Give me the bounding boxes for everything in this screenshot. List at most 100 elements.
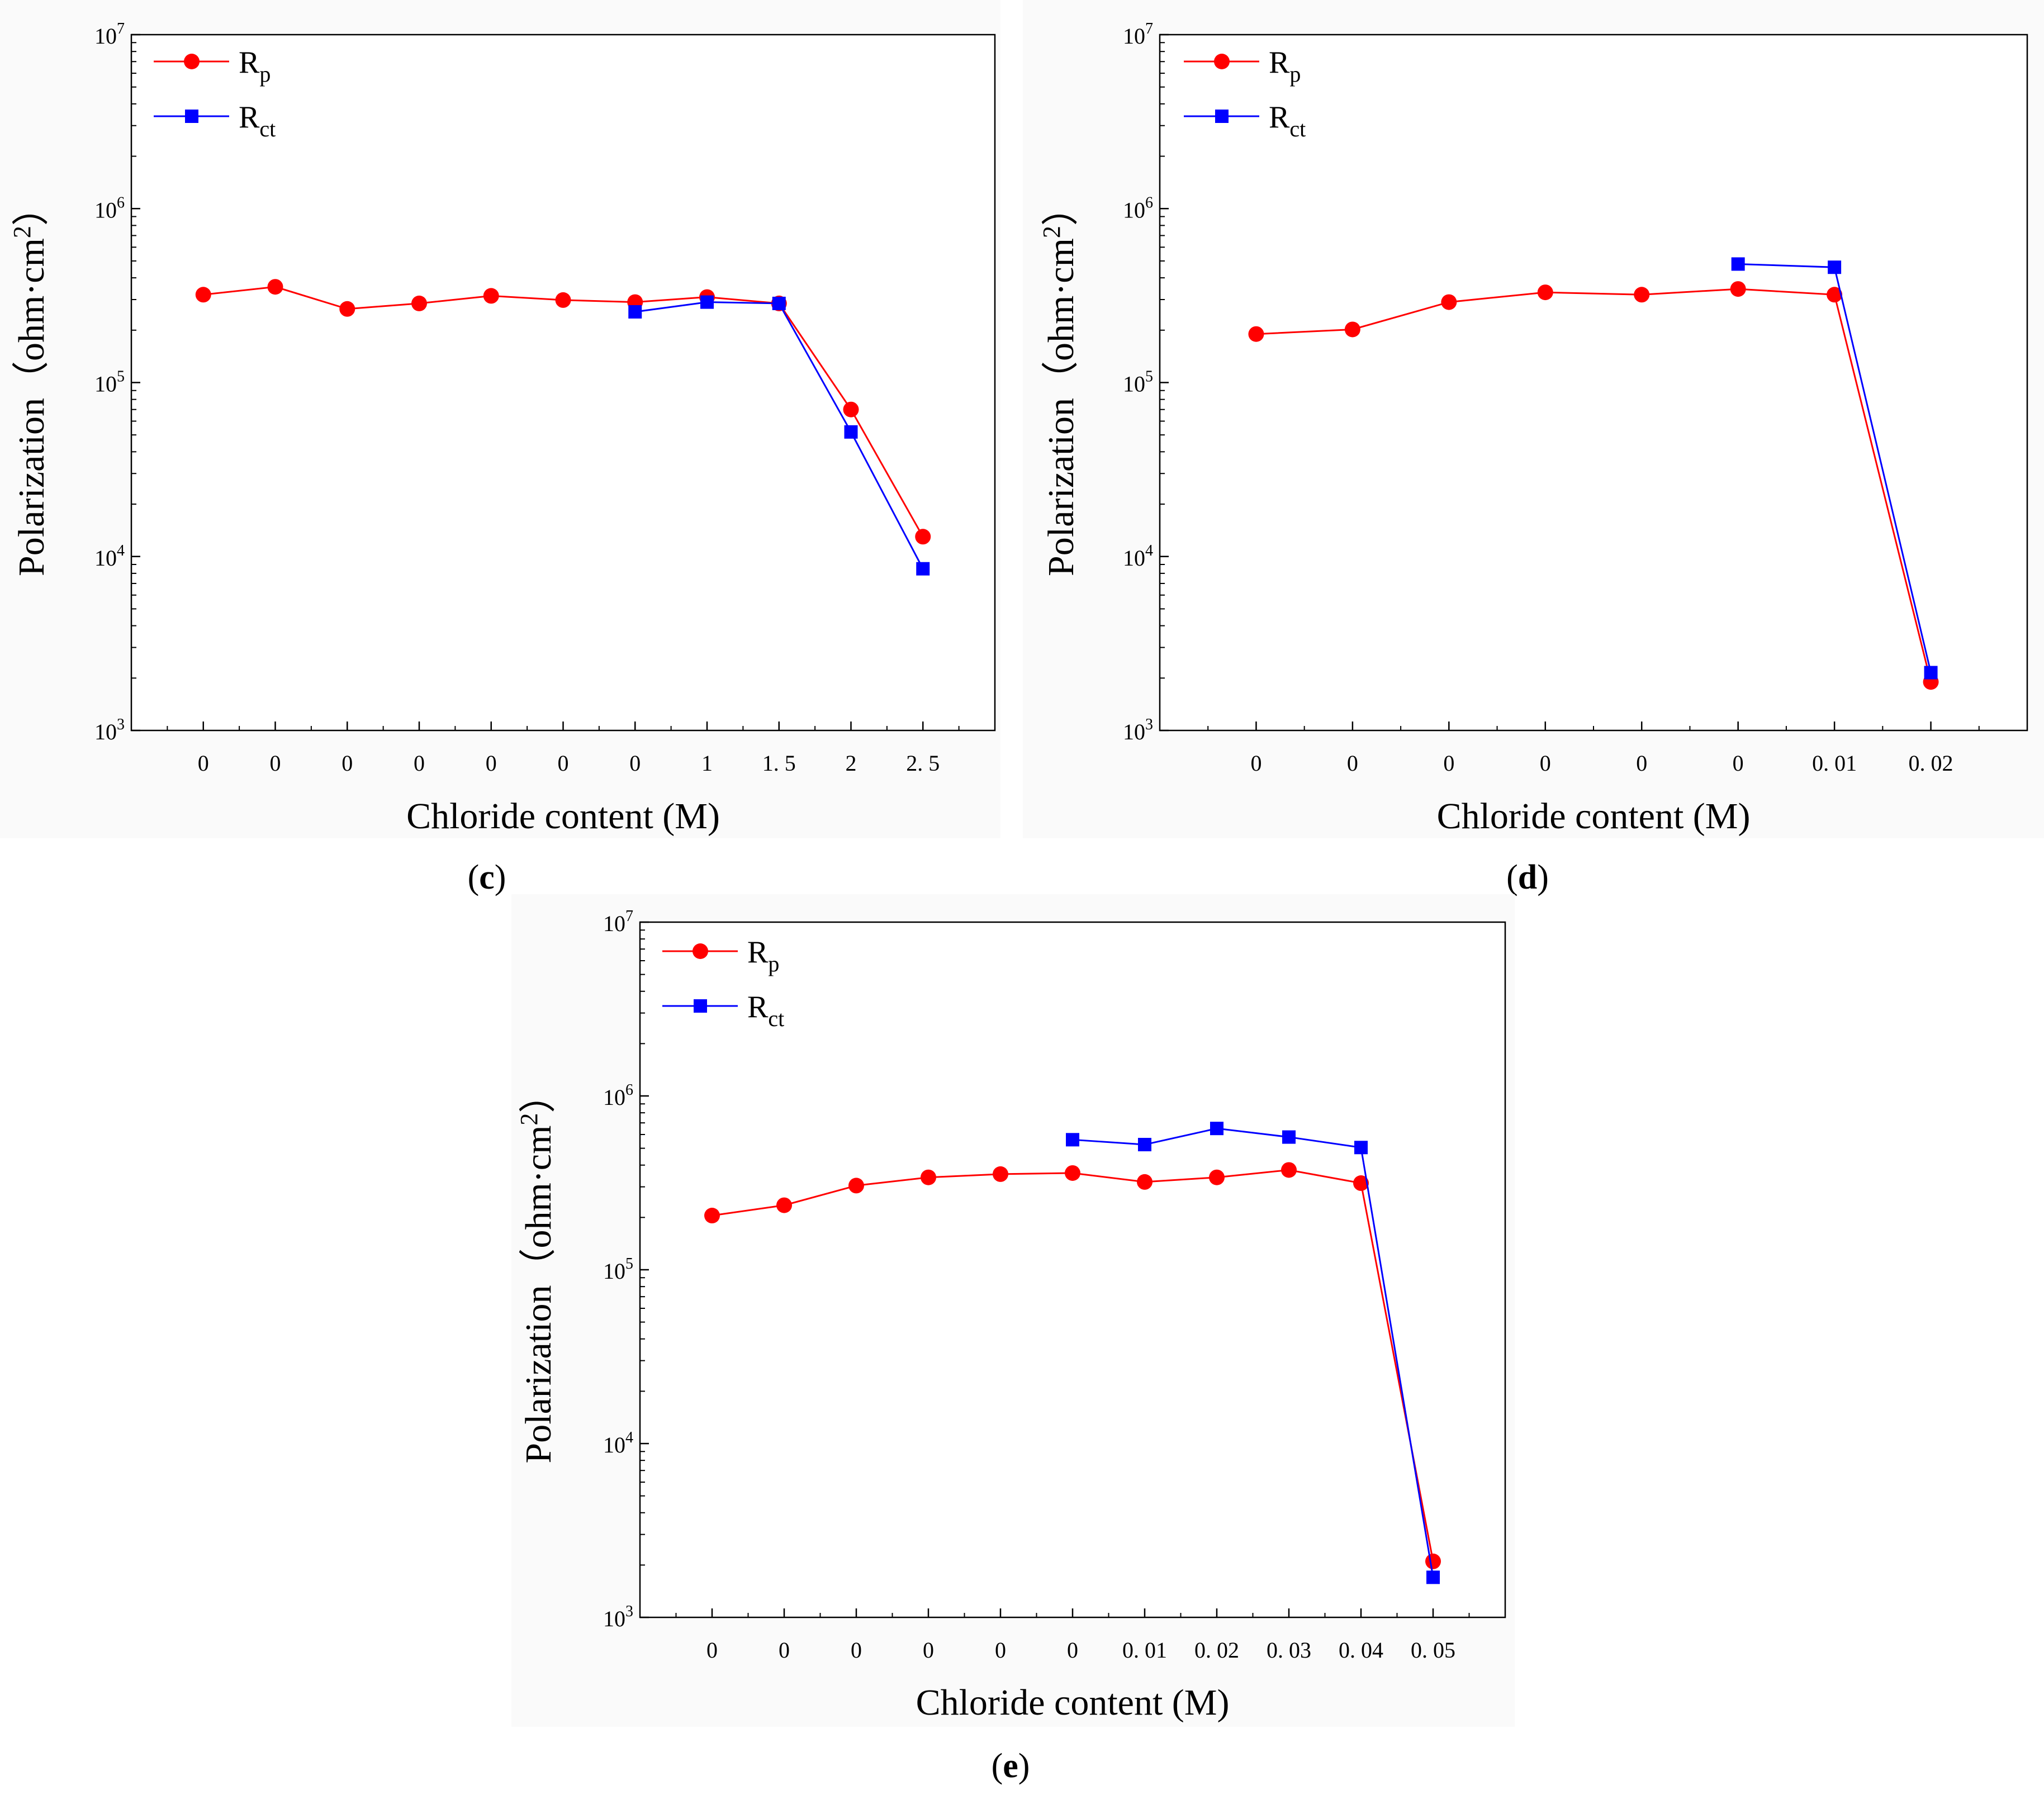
x-tick-label: 0 <box>558 751 569 776</box>
x-tick-label: 0 <box>270 751 281 776</box>
data-point-Rct <box>700 295 714 309</box>
data-point-Rp <box>1248 326 1264 342</box>
chart-panel-c: 103 104 105 106 107 0 0 0 0 0 0 0 1 1. 5 2 2. 5 Chloride… <box>0 0 1000 896</box>
x-tick-label: 0 <box>1540 751 1551 776</box>
x-tick-label: 0 <box>1733 751 1744 776</box>
y-tick-label: 107 <box>94 20 125 49</box>
data-point-Rct <box>628 305 642 319</box>
y-tick-label: 105 <box>1123 368 1153 397</box>
x-tick-label: 0 <box>486 751 497 776</box>
data-point-Rct <box>772 296 786 310</box>
x-tick-label: 0. 05 <box>1411 1637 1455 1663</box>
legend-label: Rp <box>747 935 779 976</box>
x-tick-label: 0 <box>851 1637 862 1663</box>
legend-marker <box>185 110 198 123</box>
x-tick-label: 0 <box>1347 751 1358 776</box>
data-point-Rp <box>704 1208 720 1224</box>
y-axis-title: Polarization（ohm·cm2） <box>515 1076 559 1464</box>
data-point-Rp <box>921 1169 936 1185</box>
data-point-Rp <box>1634 287 1650 303</box>
data-point-Rp <box>1425 1553 1441 1569</box>
data-point-Rct <box>1138 1138 1151 1152</box>
data-point-Rp <box>483 288 499 304</box>
y-tick-label: 104 <box>603 1429 633 1458</box>
y-tick-label: 107 <box>1123 20 1153 49</box>
legend-marker <box>694 999 707 1013</box>
data-point-Rct <box>1066 1133 1079 1147</box>
series-line-Rct <box>1072 1127 1434 1578</box>
x-tick-label: 0 <box>1067 1637 1078 1663</box>
x-tick-label: 0 <box>414 751 425 776</box>
series-line-Rp <box>1256 288 1932 682</box>
x-tick-label: 0 <box>198 751 209 776</box>
x-tick-label: 0 <box>1250 751 1262 776</box>
panel-label: (e) <box>992 1747 1030 1785</box>
x-axis-title: Chloride content (M) <box>916 1682 1230 1723</box>
data-point-Rct <box>1828 260 1842 274</box>
data-point-Rp <box>915 529 931 545</box>
legend-label: Rp <box>1269 45 1301 87</box>
x-tick-label: 0. 02 <box>1194 1637 1239 1663</box>
data-point-Rp <box>1537 284 1553 301</box>
legend-marker <box>693 943 708 959</box>
data-point-Rp <box>1344 321 1360 338</box>
y-tick-label: 106 <box>603 1081 633 1110</box>
data-point-Rct <box>1731 257 1745 271</box>
x-axis-title: Chloride content (M) <box>1437 796 1751 837</box>
x-tick-label: 0. 03 <box>1267 1637 1311 1663</box>
x-tick-label: 0. 04 <box>1339 1637 1383 1663</box>
data-point-Rp <box>1137 1174 1153 1190</box>
data-point-Rct <box>844 425 858 439</box>
legend-label: Rct <box>747 990 784 1031</box>
plot-frame <box>130 34 996 732</box>
legend-label: Rp <box>239 45 271 87</box>
y-tick-label: 104 <box>1123 542 1153 571</box>
data-point-Rp <box>993 1166 1008 1182</box>
x-tick-label: 0 <box>342 751 353 776</box>
x-tick-label: 0. 01 <box>1812 751 1857 776</box>
y-axis-title: Polarization（ohm·cm2） <box>8 189 52 576</box>
x-tick-label: 0. 02 <box>1909 751 1953 776</box>
x-tick-label: 2 <box>846 751 857 776</box>
legend-label: Rct <box>239 100 276 141</box>
y-axis-title: Polarization（ohm·cm2） <box>1038 189 1082 576</box>
y-tick-label: 103 <box>1123 716 1153 744</box>
data-point-Rp <box>776 1197 792 1213</box>
y-tick-label: 103 <box>603 1603 633 1631</box>
data-point-Rp <box>1281 1162 1297 1178</box>
x-tick-label: 0 <box>629 751 641 776</box>
data-point-Rp <box>1353 1175 1369 1192</box>
y-tick-label: 105 <box>603 1255 633 1284</box>
legend-marker <box>1215 110 1229 123</box>
x-tick-label: 2. 5 <box>906 751 940 776</box>
data-point-Rct <box>1282 1130 1296 1144</box>
panel-label: (d) <box>1506 858 1549 896</box>
x-tick-label: 0 <box>995 1637 1006 1663</box>
legend-marker <box>184 54 200 69</box>
chart-panel-e: 103 104 105 106 107 0 0 0 0 0 0 0. 01 0. 02 0. 03 0. 0… <box>511 894 1515 1785</box>
data-point-Rp <box>1441 294 1457 310</box>
data-point-Rp <box>195 287 211 303</box>
x-tick-label: 1 <box>701 751 713 776</box>
data-point-Rct <box>1426 1570 1440 1584</box>
data-point-Rp <box>1209 1169 1225 1185</box>
data-point-Rct <box>1924 666 1938 680</box>
x-tick-label: 0 <box>1443 751 1454 776</box>
data-point-Rp <box>555 292 571 308</box>
data-point-Rp <box>848 1178 864 1194</box>
data-point-Rct <box>1210 1122 1223 1136</box>
plot-frame <box>639 921 1506 1618</box>
data-point-Rp <box>267 279 283 295</box>
x-tick-label: 0 <box>923 1637 934 1663</box>
y-tick-label: 106 <box>1123 194 1153 222</box>
x-tick-label: 0. 01 <box>1122 1637 1167 1663</box>
data-point-Rp <box>1730 281 1746 297</box>
y-tick-label: 103 <box>94 716 125 744</box>
y-tick-label: 107 <box>603 908 633 936</box>
data-point-Rp <box>411 295 427 311</box>
data-point-Rct <box>916 562 930 576</box>
x-tick-label: 0 <box>706 1637 718 1663</box>
legend-marker <box>1214 54 1230 69</box>
data-point-Rp <box>1065 1165 1080 1181</box>
